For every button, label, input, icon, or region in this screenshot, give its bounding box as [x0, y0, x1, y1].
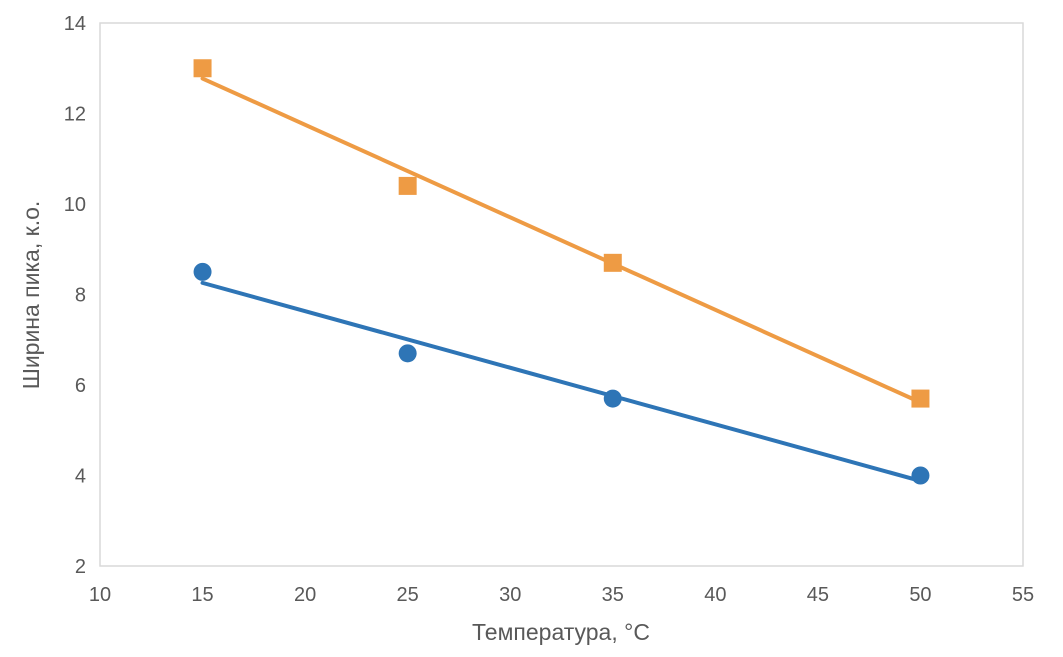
x-tick-label: 45: [807, 584, 829, 606]
x-tick-label: 15: [191, 584, 213, 606]
orange-squares-trendline: [200, 76, 923, 405]
y-tick-label: 6: [75, 375, 86, 397]
orange-squares-point: [911, 389, 930, 408]
x-tick-label: 30: [499, 584, 521, 606]
orange-squares-point: [193, 59, 212, 78]
y-tick-label: 8: [75, 285, 86, 307]
plot-border: [99, 22, 1024, 567]
y-tick-label: 2: [75, 556, 86, 578]
orange-squares-point: [398, 176, 417, 195]
blue-circles-point: [398, 344, 417, 363]
y-tick-label: 14: [64, 13, 86, 35]
x-tick-label: 55: [1012, 584, 1034, 606]
y-axis-title: Ширина пика, к.о.: [18, 201, 44, 390]
x-tick-label: 25: [397, 584, 419, 606]
blue-circles-trendline: [200, 280, 923, 483]
y-tick-label: 4: [75, 466, 86, 488]
x-axis-title: Температура, °C: [472, 619, 650, 645]
y-tick-label: 10: [64, 194, 86, 216]
x-tick-label: 40: [704, 584, 726, 606]
x-tick-label: 35: [602, 584, 624, 606]
blue-circles-point: [911, 466, 930, 485]
x-tick-label: 20: [294, 584, 316, 606]
orange-squares-point: [603, 253, 622, 272]
x-tick-label: 10: [89, 584, 111, 606]
blue-circles-point: [193, 262, 212, 281]
blue-circles-point: [603, 389, 622, 408]
x-tick-label: 50: [909, 584, 931, 606]
y-tick-label: 12: [64, 104, 86, 126]
plot-dynamic-layer: 10 15 20 25 30 35 40 45 50 55 2 4 6 8 10 12 14: [64, 13, 1034, 606]
